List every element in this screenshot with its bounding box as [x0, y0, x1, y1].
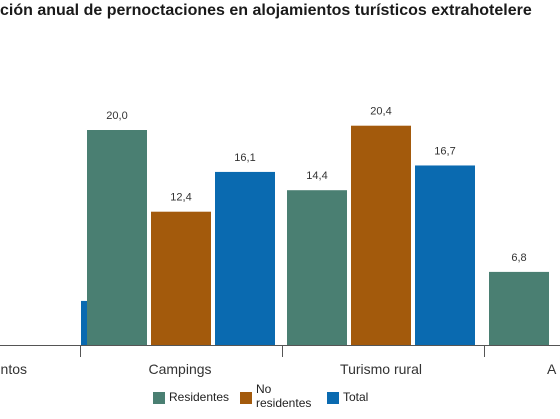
- bar-campings-residentes: [87, 130, 147, 345]
- legend-swatch-no-residentes: [240, 392, 252, 404]
- data-label-turismo-rural-total: 16,7: [434, 145, 455, 157]
- chart-title: ción anual de pernoctaciones en alojamie…: [0, 2, 532, 19]
- data-label-a-residentes: 6,8: [511, 252, 526, 264]
- legend-label-no-residentes: No residentes: [256, 382, 312, 410]
- x-tick-label-campings: Campings: [148, 361, 211, 377]
- data-label-campings-no-residentes: 12,4: [170, 192, 191, 204]
- legend-label-residentes: Residentes: [169, 390, 230, 404]
- legend-swatch-total: [327, 392, 339, 404]
- bar-campings-no-residentes: [151, 211, 211, 345]
- data-label-turismo-rural-no-residentes: 20,4: [370, 106, 391, 118]
- bar-turismo-rural-residentes: [287, 190, 347, 345]
- legend-label-total: Total: [343, 390, 369, 404]
- bar-a-residentes: [489, 271, 549, 345]
- bar-turismo-rural-total: [415, 165, 475, 345]
- legend-swatch-residentes: [153, 392, 165, 404]
- x-tick-label-turismo-rural: Turismo rural: [340, 361, 422, 377]
- data-label-campings-total: 16,1: [234, 152, 255, 164]
- data-label-campings-residentes: 20,0: [106, 110, 127, 122]
- data-label-turismo-rural-residentes: 14,4: [306, 170, 327, 182]
- bar-campings-total: [215, 171, 275, 345]
- x-tick-label-ntos: ntos: [1, 361, 27, 377]
- bar-turismo-rural-no-residentes: [351, 125, 411, 345]
- x-tick-label-a: A: [547, 361, 557, 377]
